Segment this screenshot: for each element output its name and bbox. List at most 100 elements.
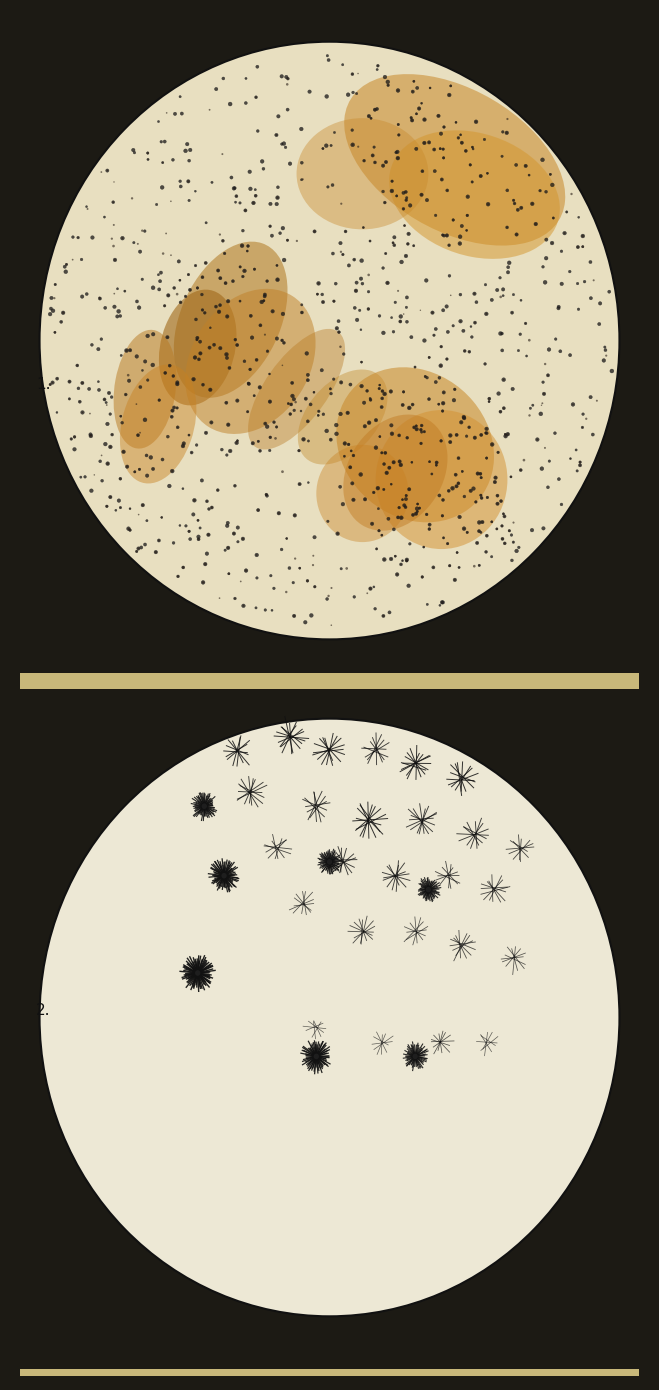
Point [279,132,289,154]
Point [223,414,233,436]
Point [492,279,502,302]
Point [235,570,246,592]
Point [337,243,348,265]
Point [213,260,223,282]
Point [272,268,283,291]
Point [367,513,378,535]
Point [371,538,382,560]
Point [472,532,482,555]
Point [495,267,505,289]
Point [499,398,509,420]
Point [111,499,121,521]
Point [194,349,204,371]
Point [150,541,161,563]
Point [188,368,199,391]
Point [162,327,173,349]
Point [47,371,58,393]
Point [402,310,413,332]
Point [97,470,107,492]
Point [135,240,146,263]
Point [309,221,320,243]
Point [565,448,576,470]
Point [395,310,405,332]
Point [484,391,494,413]
Point [365,388,376,410]
Point [438,381,449,403]
Point [368,575,379,598]
Point [421,270,432,292]
Point [357,375,367,398]
Point [393,79,403,101]
Point [121,339,132,361]
Point [419,108,430,131]
Point [393,506,403,528]
Point [314,400,324,423]
Point [61,260,71,282]
Point [575,455,585,477]
Ellipse shape [314,1054,319,1059]
Point [222,514,233,537]
Point [501,122,512,145]
Point [370,99,380,121]
Ellipse shape [413,1054,418,1059]
Point [169,277,179,299]
Point [365,389,376,411]
Point [250,185,261,207]
Point [424,346,434,368]
Point [540,353,550,375]
Point [412,76,422,99]
Point [474,512,484,534]
Point [443,321,453,343]
Point [378,478,389,500]
Point [77,402,88,424]
Point [318,138,328,160]
Point [398,381,409,403]
Point [467,171,478,193]
Point [173,566,183,588]
Point [513,339,524,361]
Point [511,224,522,246]
Point [186,442,197,464]
Point [260,285,270,307]
Point [335,240,346,263]
Point [128,139,138,161]
Point [573,236,583,259]
Point [492,518,502,541]
Point [401,189,411,211]
Point [416,418,426,441]
Point [272,254,282,277]
Point [504,252,515,274]
Point [360,488,370,510]
Point [561,200,572,222]
Point [276,65,287,88]
Point [295,557,305,580]
Point [256,291,267,313]
Point [172,396,183,418]
Point [182,133,192,156]
Point [302,410,313,432]
Point [600,336,610,359]
Point [516,289,527,311]
Point [96,445,107,467]
Point [527,518,537,541]
Point [462,204,473,227]
Point [376,524,387,546]
Point [586,288,596,310]
Point [544,338,554,360]
Point [479,128,490,150]
Point [436,335,447,357]
Point [554,296,564,318]
Point [565,260,575,282]
Point [254,377,265,399]
Point [416,92,427,114]
Point [419,329,430,352]
Point [232,389,243,411]
Point [492,492,503,514]
Point [393,279,403,302]
Point [474,512,484,534]
Point [102,453,113,475]
Point [132,424,143,446]
Point [339,432,350,455]
Point [352,309,362,331]
Point [577,225,588,247]
